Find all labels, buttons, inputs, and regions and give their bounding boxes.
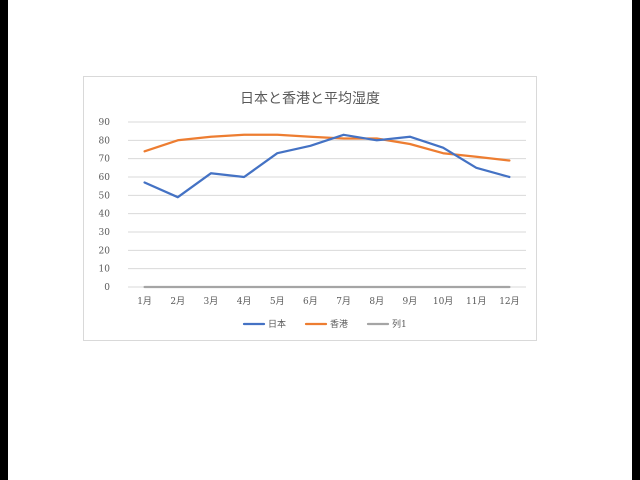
y-tick-label: 30: [99, 228, 111, 238]
line-chart: 日本と香港と平均湿度 0 10 20 30 40 50 60 70 80 90 1月 2月 3月 4月 5…: [99, 91, 526, 330]
chart-title: 日本と香港と平均湿度: [240, 91, 380, 107]
x-tick-label: 11月: [466, 296, 486, 307]
x-tick-label: 2月: [170, 296, 185, 307]
y-tick-label: 10: [99, 265, 111, 275]
chart-frame: 日本と香港と平均湿度 0 10 20 30 40 50 60 70 80 90 1月 2月 3月 4月 5…: [83, 76, 537, 341]
x-tick-label: 3月: [204, 296, 219, 307]
x-axis-ticks: 1月 2月 3月 4月 5月 6月 7月 8月 9月 10月 11月 12月: [137, 296, 519, 307]
x-tick-label: 12月: [499, 296, 519, 307]
legend-label: 列1: [392, 318, 407, 330]
legend-label: 香港: [330, 318, 348, 330]
x-tick-label: 6月: [303, 296, 318, 307]
y-tick-label: 80: [99, 136, 111, 146]
gridlines: [128, 121, 526, 288]
x-tick-label: 10月: [433, 296, 453, 307]
y-axis-ticks: 0 10 20 30 40 50 60 70 80 90: [99, 118, 111, 293]
x-tick-label: 7月: [336, 296, 351, 307]
page: 日本と香港と平均湿度 0 10 20 30 40 50 60 70 80 90 1月 2月 3月 4月 5…: [8, 0, 632, 480]
x-tick-label: 4月: [237, 296, 252, 307]
legend: 日本 香港 列1: [242, 318, 407, 330]
y-tick-label: 0: [104, 283, 110, 293]
y-tick-label: 20: [99, 246, 111, 256]
y-tick-label: 90: [99, 118, 111, 128]
legend-label: 日本: [268, 318, 286, 330]
y-tick-label: 50: [99, 191, 111, 201]
x-tick-label: 5月: [270, 296, 285, 307]
x-tick-label: 9月: [403, 296, 418, 307]
y-tick-label: 40: [99, 210, 111, 220]
series-line-2: [143, 133, 511, 162]
series-line-1: [143, 133, 511, 199]
y-tick-label: 60: [99, 173, 111, 183]
y-tick-label: 70: [99, 155, 111, 165]
x-tick-label: 1月: [137, 296, 152, 307]
x-tick-label: 8月: [369, 296, 384, 307]
series-lines: [143, 133, 511, 289]
